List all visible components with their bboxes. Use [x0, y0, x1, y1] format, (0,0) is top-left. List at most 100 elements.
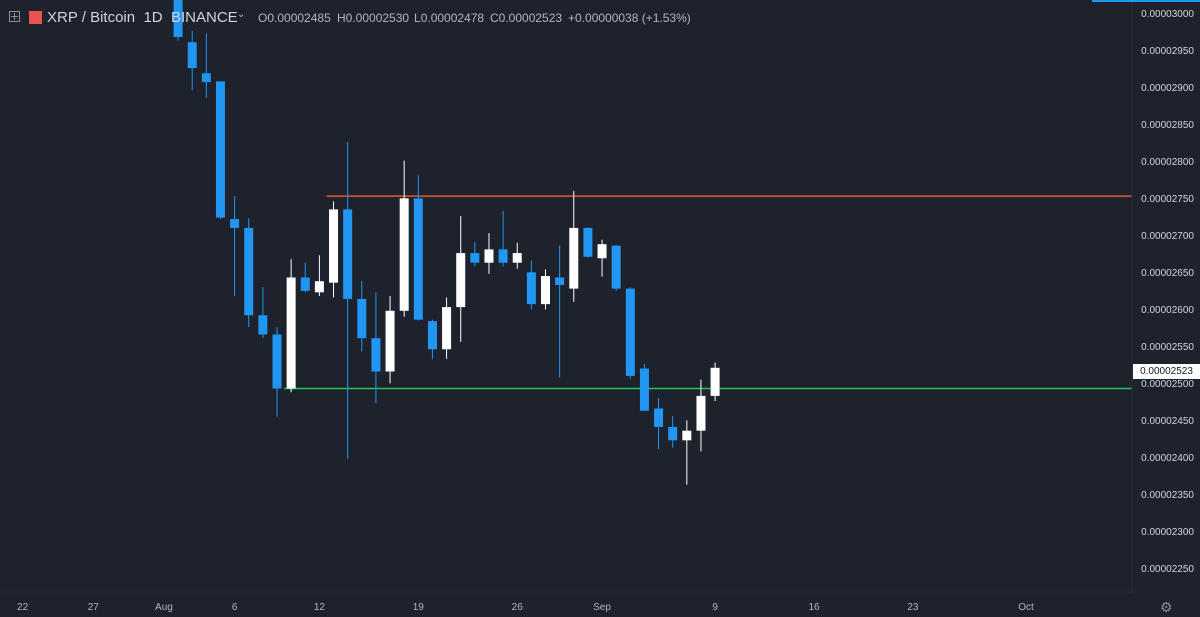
price-tick-label: 0.00002700: [1141, 230, 1194, 242]
candle[interactable]: [470, 241, 480, 267]
candle[interactable]: [710, 362, 720, 402]
candle[interactable]: [654, 398, 664, 450]
candle-body: [696, 395, 706, 431]
candle[interactable]: [343, 142, 353, 459]
candle[interactable]: [173, 0, 183, 41]
candle[interactable]: [385, 296, 395, 384]
candle[interactable]: [371, 292, 381, 404]
candle-body: [258, 315, 268, 335]
candle-body: [413, 198, 423, 320]
candle[interactable]: [541, 269, 551, 310]
open-value: 0.00002485: [267, 11, 331, 25]
candle-body: [682, 430, 692, 441]
candle[interactable]: [258, 287, 268, 339]
gear-icon[interactable]: ⚙: [1160, 599, 1173, 615]
candle[interactable]: [668, 415, 678, 448]
candle[interactable]: [456, 216, 466, 342]
candle[interactable]: [427, 319, 437, 359]
time-tick-label: Aug: [155, 602, 173, 613]
candle[interactable]: [272, 327, 282, 417]
time-tick-label: 19: [412, 602, 424, 613]
candle-body: [244, 227, 254, 316]
candle[interactable]: [597, 239, 607, 277]
price-tick-label: 0.00002400: [1141, 452, 1194, 464]
price-tick-label: 0.00003000: [1141, 8, 1194, 20]
candle[interactable]: [413, 175, 423, 321]
candle-body: [371, 338, 381, 372]
exchange-label: BINANCE: [170, 9, 238, 26]
candle-body: [329, 209, 339, 283]
candle[interactable]: [201, 33, 211, 98]
candle[interactable]: [484, 233, 494, 274]
candle-body: [555, 277, 565, 285]
time-tick-label: 12: [313, 602, 325, 613]
accent-bar: [1092, 0, 1200, 2]
candle-body: [427, 321, 437, 350]
price-tick-label: 0.00002800: [1141, 156, 1194, 168]
current-price-label: 0.00002523: [1133, 364, 1200, 379]
candle[interactable]: [696, 379, 706, 452]
ohlc-close: C0.00002523: [490, 11, 562, 25]
price-tick-label: 0.00002900: [1141, 82, 1194, 94]
candle-body: [286, 277, 296, 389]
candle[interactable]: [230, 196, 240, 296]
candle-body: [654, 408, 664, 427]
candle[interactable]: [639, 364, 649, 411]
candle[interactable]: [611, 244, 621, 291]
candle-body: [512, 253, 522, 263]
candle[interactable]: [244, 218, 254, 328]
price-tick-label: 0.00002500: [1141, 378, 1194, 390]
close-value: 0.00002523: [498, 11, 563, 25]
close-label: C: [490, 11, 499, 25]
candle-body: [456, 253, 466, 308]
time-tick-label: 23: [907, 602, 919, 613]
interval-label: 1D: [143, 9, 163, 26]
price-tick-label: 0.00002250: [1141, 563, 1194, 575]
candle-body: [442, 307, 452, 350]
candle-body: [710, 367, 720, 396]
candle[interactable]: [442, 297, 452, 359]
candle[interactable]: [498, 210, 508, 267]
price-tick-label: 0.00002550: [1141, 341, 1194, 353]
candle[interactable]: [314, 255, 324, 296]
expand-icon[interactable]: [9, 11, 20, 22]
candle-body: [272, 334, 282, 389]
candle[interactable]: [300, 262, 310, 293]
binance-brand-icon: [29, 11, 42, 24]
candle-body: [357, 298, 367, 339]
candle-body: [173, 0, 183, 38]
candle[interactable]: [512, 242, 522, 269]
candle[interactable]: [569, 190, 579, 302]
candle[interactable]: [682, 420, 692, 485]
candle[interactable]: [286, 259, 296, 393]
change-value: +0.00000038 (+1.53%): [568, 11, 691, 25]
candle-body: [583, 227, 593, 257]
time-tick-label: 27: [87, 602, 99, 613]
candle[interactable]: [399, 160, 409, 317]
chevron-down-icon[interactable]: ⌄: [237, 9, 246, 20]
price-tick-label: 0.00002600: [1141, 304, 1194, 316]
candle[interactable]: [329, 201, 339, 298]
symbol-name: XRP / Bitcoin: [47, 9, 136, 26]
candle[interactable]: [215, 81, 225, 220]
time-tick-label: 26: [511, 602, 523, 613]
candle[interactable]: [555, 245, 565, 378]
candle[interactable]: [583, 227, 593, 258]
price-tick-label: 0.00002650: [1141, 267, 1194, 279]
high-value: 0.00002530: [345, 11, 410, 25]
candle[interactable]: [357, 281, 367, 352]
candle[interactable]: [187, 31, 197, 91]
drawing-lines: [284, 195, 1132, 390]
candle-body: [639, 368, 649, 411]
symbol-title[interactable]: XRP / Bitcoin 1D BINANCE: [47, 9, 238, 26]
candle[interactable]: [625, 287, 635, 379]
candle-body: [569, 227, 579, 289]
candle[interactable]: [526, 260, 536, 310]
time-tick-label: Sep: [593, 602, 611, 613]
price-tick-label: 0.00002950: [1141, 45, 1194, 57]
candle-body: [230, 219, 240, 228]
price-tick-label: 0.00002350: [1141, 489, 1194, 501]
candle-body: [385, 310, 395, 372]
candle-body: [668, 426, 678, 441]
